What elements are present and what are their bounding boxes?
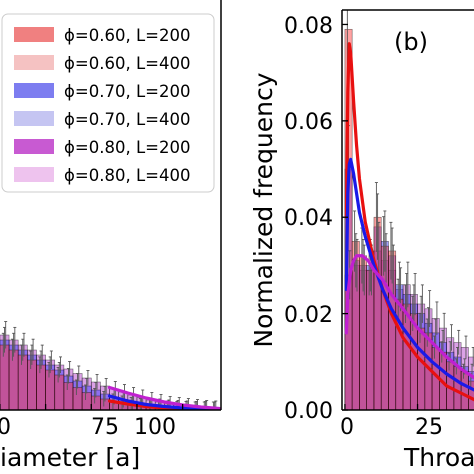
legend-swatch (14, 111, 54, 126)
legend-label: ϕ=0.60, L=200 (64, 26, 190, 45)
right-y-tick-label-0.00: 0.00 (284, 399, 333, 424)
left-x-ticks (0, 404, 184, 410)
right-axes (341, 9, 474, 411)
left-bar (81, 392, 92, 410)
left-x-tick-label-100: 100 (134, 415, 176, 440)
legend-swatch (14, 27, 54, 42)
right-plot-area (344, 10, 474, 410)
right-bar (460, 371, 469, 410)
legend-label: ϕ=0.70, L=200 (64, 82, 190, 101)
legend-label: ϕ=0.70, L=400 (64, 110, 190, 129)
right-x-tick-label-0: 0 (340, 415, 354, 440)
left-bar (72, 387, 83, 410)
left-bar (63, 382, 74, 410)
right-y-tick-label-0.06: 0.06 (284, 110, 333, 135)
legend-label: ϕ=0.80, L=400 (64, 166, 190, 185)
left-bar (8, 349, 19, 410)
left-x-tick-label-0: 0 (0, 415, 11, 440)
left-bar (17, 354, 28, 410)
right-x-axis-label: Throa (403, 443, 474, 472)
right-panel: 0.00 0.02 0.04 0.06 0.08 0 25 Normalized… (249, 9, 474, 472)
right-y-axis-label: Normalized frequency (249, 72, 278, 347)
legend-entry: ϕ=0.60, L=400 (14, 54, 190, 73)
legend-entry: ϕ=0.70, L=200 (14, 82, 190, 101)
right-fit-line (344, 254, 474, 380)
right-bar (417, 327, 426, 410)
legend-swatch (14, 139, 54, 154)
legend-swatch (14, 55, 54, 70)
right-y-tick-label-0.02: 0.02 (284, 303, 333, 328)
legend-label: ϕ=0.60, L=400 (64, 54, 190, 73)
legend-entry: ϕ=0.80, L=400 (14, 166, 190, 185)
left-bar (36, 364, 46, 410)
legend-frame (1, 13, 215, 193)
left-bar (45, 369, 56, 410)
left-panel: 0 75 100 iameter [a] ϕ=0.60, L=200 ϕ=0.6… (0, 0, 222, 472)
legend: ϕ=0.60, L=200 ϕ=0.60, L=400 ϕ=0.70, L=20… (1, 13, 215, 193)
right-bar (402, 303, 411, 410)
left-bar (54, 374, 65, 410)
left-bar (0, 344, 10, 410)
legend-swatch (14, 83, 54, 98)
right-panel-label: (b) (394, 28, 428, 56)
right-ticks (342, 23, 419, 411)
right-y-tick-label-0.08: 0.08 (284, 14, 333, 39)
legend-entry: ϕ=0.70, L=400 (14, 110, 190, 129)
right-fit-line (344, 157, 474, 392)
legend-swatch (14, 167, 54, 182)
left-axes (0, 0, 222, 411)
legend-label: ϕ=0.80, L=200 (64, 138, 190, 157)
left-fit-line (107, 394, 221, 410)
right-y-tick-label-0.04: 0.04 (284, 206, 333, 231)
left-plot-area (0, 321, 221, 410)
left-bar (90, 395, 101, 410)
legend-entry: ϕ=0.80, L=200 (14, 138, 190, 157)
left-x-axis-label: iameter [a] (0, 443, 140, 472)
left-fit-line (107, 385, 221, 410)
legend-entry: ϕ=0.60, L=200 (14, 26, 190, 45)
left-bar (27, 359, 37, 410)
left-x-tick-label-75: 75 (91, 415, 119, 440)
right-x-tick-label-25: 25 (415, 415, 443, 440)
